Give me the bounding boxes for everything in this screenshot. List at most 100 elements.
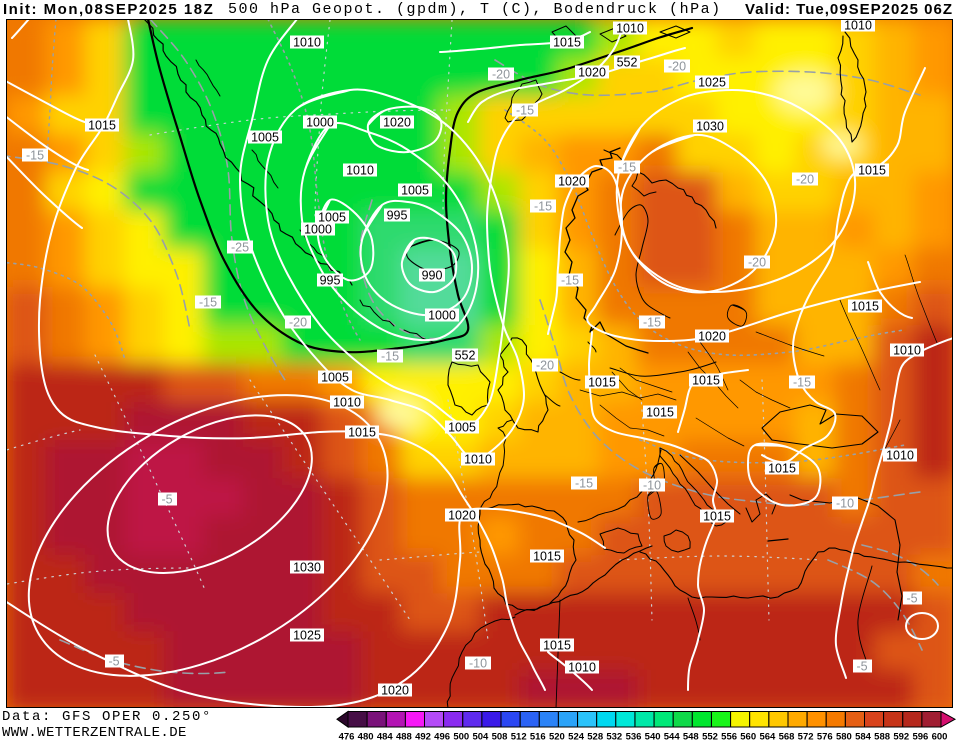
svg-text:1000: 1000 xyxy=(428,309,456,323)
svg-text:990: 990 xyxy=(422,269,443,283)
svg-text:516: 516 xyxy=(530,732,546,741)
svg-text:1005: 1005 xyxy=(401,184,429,198)
svg-text:584: 584 xyxy=(855,732,872,741)
svg-text:-20: -20 xyxy=(492,68,510,82)
svg-text:1015: 1015 xyxy=(348,426,376,440)
svg-text:552: 552 xyxy=(455,349,476,363)
svg-text:1010: 1010 xyxy=(844,19,872,33)
svg-text:-20: -20 xyxy=(796,173,814,187)
svg-text:1020: 1020 xyxy=(698,330,726,344)
svg-text:556: 556 xyxy=(721,732,737,741)
svg-text:-25: -25 xyxy=(231,241,249,255)
svg-text:540: 540 xyxy=(645,732,661,741)
svg-text:-15: -15 xyxy=(643,316,661,330)
svg-text:1005: 1005 xyxy=(318,211,346,225)
svg-text:1000: 1000 xyxy=(304,223,332,237)
svg-text:-15: -15 xyxy=(618,161,636,175)
svg-text:-20: -20 xyxy=(536,359,554,373)
svg-text:536: 536 xyxy=(626,732,642,741)
svg-text:488: 488 xyxy=(396,732,412,741)
svg-text:1015: 1015 xyxy=(858,164,886,178)
svg-text:532: 532 xyxy=(606,732,622,741)
svg-text:-15: -15 xyxy=(381,350,399,364)
svg-text:1010: 1010 xyxy=(293,36,321,50)
svg-text:1025: 1025 xyxy=(698,76,726,90)
svg-text:1015: 1015 xyxy=(646,406,674,420)
svg-text:1005: 1005 xyxy=(321,371,349,385)
svg-text:-20: -20 xyxy=(748,256,766,270)
svg-text:-20: -20 xyxy=(289,316,307,330)
svg-text:544: 544 xyxy=(664,732,681,741)
svg-text:-15: -15 xyxy=(561,274,579,288)
svg-text:1010: 1010 xyxy=(886,449,914,463)
svg-text:496: 496 xyxy=(434,732,450,741)
svg-text:528: 528 xyxy=(587,732,603,741)
svg-text:1030: 1030 xyxy=(293,561,321,575)
svg-text:1015: 1015 xyxy=(768,462,796,476)
svg-text:1015: 1015 xyxy=(88,119,116,133)
svg-text:-15: -15 xyxy=(26,149,44,163)
svg-text:-15: -15 xyxy=(575,477,593,491)
svg-text:1020: 1020 xyxy=(383,116,411,130)
svg-text:560: 560 xyxy=(740,732,756,741)
svg-text:592: 592 xyxy=(893,732,909,741)
svg-text:1030: 1030 xyxy=(696,120,724,134)
svg-text:1005: 1005 xyxy=(448,421,476,435)
svg-text:-5: -5 xyxy=(856,660,867,674)
svg-text:520: 520 xyxy=(549,732,565,741)
svg-text:568: 568 xyxy=(779,732,795,741)
svg-text:1020: 1020 xyxy=(558,175,586,189)
svg-text:-15: -15 xyxy=(793,376,811,390)
svg-text:1010: 1010 xyxy=(616,22,644,36)
svg-text:1010: 1010 xyxy=(464,453,492,467)
svg-text:1005: 1005 xyxy=(251,131,279,145)
svg-text:1015: 1015 xyxy=(703,510,731,524)
svg-text:-15: -15 xyxy=(516,104,534,118)
svg-text:596: 596 xyxy=(912,732,928,741)
svg-text:1015: 1015 xyxy=(533,550,561,564)
svg-text:484: 484 xyxy=(377,732,394,741)
svg-text:476: 476 xyxy=(339,732,355,741)
svg-text:-10: -10 xyxy=(643,479,661,493)
svg-text:1010: 1010 xyxy=(346,164,374,178)
svg-text:1015: 1015 xyxy=(553,36,581,50)
svg-text:480: 480 xyxy=(358,732,374,741)
svg-text:-5: -5 xyxy=(108,655,119,669)
svg-text:1025: 1025 xyxy=(293,629,321,643)
svg-text:580: 580 xyxy=(836,732,852,741)
svg-text:504: 504 xyxy=(472,732,489,741)
svg-text:1020: 1020 xyxy=(578,66,606,80)
svg-text:552: 552 xyxy=(702,732,718,741)
svg-text:-10: -10 xyxy=(836,497,854,511)
svg-text:995: 995 xyxy=(387,209,408,223)
svg-text:-5: -5 xyxy=(906,592,917,606)
svg-text:1010: 1010 xyxy=(333,396,361,410)
svg-text:-15: -15 xyxy=(199,296,217,310)
svg-text:552: 552 xyxy=(617,56,638,70)
svg-text:500: 500 xyxy=(453,732,469,741)
svg-text:524: 524 xyxy=(568,732,585,741)
svg-text:576: 576 xyxy=(817,732,833,741)
svg-text:-20: -20 xyxy=(668,60,686,74)
svg-text:995: 995 xyxy=(320,274,341,288)
svg-text:548: 548 xyxy=(683,732,699,741)
svg-text:-15: -15 xyxy=(534,200,552,214)
svg-text:1010: 1010 xyxy=(893,344,921,358)
svg-text:1015: 1015 xyxy=(692,374,720,388)
svg-text:492: 492 xyxy=(415,732,431,741)
svg-text:-5: -5 xyxy=(161,493,172,507)
svg-text:1000: 1000 xyxy=(306,116,334,130)
svg-text:1015: 1015 xyxy=(851,300,879,314)
svg-text:512: 512 xyxy=(511,732,527,741)
svg-text:-10: -10 xyxy=(469,657,487,671)
svg-text:564: 564 xyxy=(759,732,776,741)
svg-text:1015: 1015 xyxy=(543,639,571,653)
svg-text:572: 572 xyxy=(798,732,814,741)
svg-text:1015: 1015 xyxy=(588,376,616,390)
svg-text:1020: 1020 xyxy=(448,509,476,523)
svg-text:600: 600 xyxy=(932,732,948,741)
svg-text:508: 508 xyxy=(492,732,508,741)
svg-text:1020: 1020 xyxy=(381,684,409,698)
svg-text:588: 588 xyxy=(874,732,890,741)
svg-text:1010: 1010 xyxy=(568,661,596,675)
